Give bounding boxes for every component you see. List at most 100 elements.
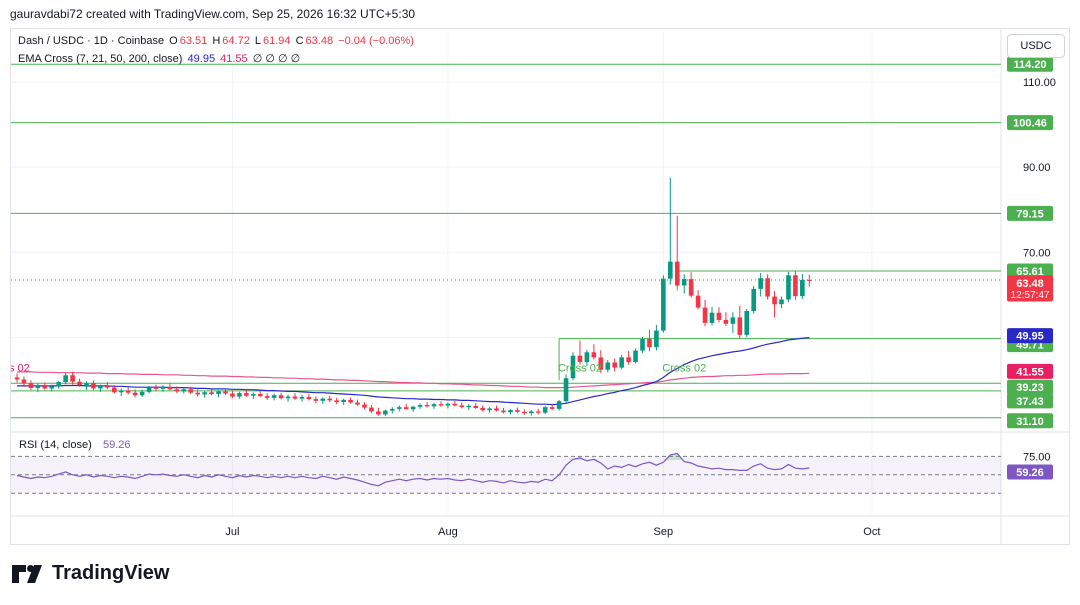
candle-body [216,391,221,394]
candle-up [320,397,326,404]
candle-down [153,384,159,392]
candle-body [702,307,708,323]
candle-body [473,405,478,409]
candle-body [278,395,284,399]
candle-up [542,405,548,414]
candle-down [42,382,48,390]
candle-up [800,273,805,300]
candle-body [271,395,277,398]
candle-up [146,385,152,394]
price-badge: 49.95 [1007,328,1053,344]
candle-down [591,344,597,360]
rsi-badge: 59.26 [1007,464,1053,480]
candle-down [327,395,333,403]
chart-credit: gauravdabi72 created with TradingView.co… [10,7,416,21]
level-badge: 65.61 [1007,263,1053,279]
candle-body [403,407,409,410]
ema-value-1: 49.95 [187,53,216,65]
candle-body [695,295,701,308]
candle-up [271,393,277,401]
candle-body [209,392,214,394]
candle-body [723,319,729,324]
price-badge-bg [1007,275,1053,302]
candle-up [619,354,624,370]
candle-body [800,279,805,297]
candle-body [452,403,458,406]
candle-body [807,279,812,281]
rsi-badge-text: 59.26 [1016,467,1044,479]
candle-down [702,299,708,327]
candle-body [230,393,235,397]
tradingview-logo[interactable]: TradingView [12,562,169,585]
candle-body [563,378,569,402]
candle-body [772,296,777,305]
candle-body [793,275,798,297]
candle-up [751,285,756,314]
candle-body [709,312,715,323]
candle-down [626,351,631,365]
candle-body [174,389,180,392]
candle-up [584,349,590,367]
candle-body [35,385,41,389]
candle-body [63,375,68,383]
candle-body [383,410,388,415]
candle-body [355,402,360,405]
candle-up [181,387,187,394]
candle-down [695,290,701,310]
candle-body [390,408,395,411]
candle-up [35,383,41,392]
candle-body [466,405,472,408]
candle-down [174,386,180,394]
candle-body [529,411,534,414]
candle-body [105,385,110,388]
level-badge: 31.10 [1007,413,1053,429]
candle-up [299,394,305,402]
time-tick-label: Sep [654,526,674,538]
candle-body [612,362,617,368]
candle-down [598,350,604,374]
candle-body [584,352,590,363]
candle-down [91,380,96,391]
candle-body [542,407,548,413]
candle-body [424,405,430,407]
time-tick-label: Oct [863,526,880,538]
level-badge-text: 39.23 [1016,382,1044,394]
rsi-legend-label: RSI (14, close) [19,439,92,451]
candle-body [341,399,346,403]
candle-body [125,390,131,393]
candle-body [348,399,353,403]
candle-body [549,407,555,409]
ema-value-2: 41.55 [220,53,248,65]
cross-annotation: s 02 [11,363,30,375]
candle-body [744,311,750,335]
candle-body [91,383,96,389]
level-badge: 100.46 [1007,115,1053,131]
candle-down [737,305,743,339]
candle-body [535,411,541,413]
currency-button[interactable]: USDC [1007,34,1065,58]
ema-legend[interactable]: EMA Cross (7, 21, 50, 200, close) 49.95 … [18,52,302,65]
candle-down [306,393,312,401]
candle-body [737,317,743,335]
open-label: O [169,35,178,47]
candle-up [285,394,291,402]
candle-up [84,381,89,390]
candle-body [132,392,138,396]
candle-down [14,373,20,383]
candle-down [494,405,499,412]
time-tick-label: Jul [225,526,239,538]
candle-body [633,350,638,363]
candle-body [716,312,722,320]
candle-up [633,348,638,364]
high-label: H [212,35,221,47]
candle-up [779,296,784,309]
candle-body [369,407,374,412]
candle-down [313,396,319,403]
candle-down [77,378,82,387]
price-badge: 41.55 [1007,363,1053,379]
candle-body [786,275,791,300]
candle-body [244,393,249,396]
